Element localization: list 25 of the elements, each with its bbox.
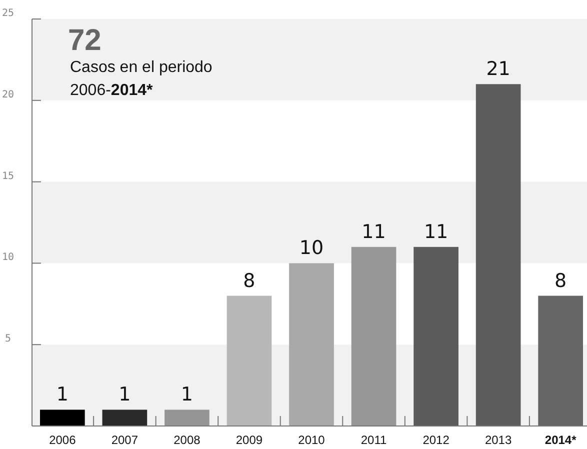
x-tick-label: 2009 (236, 433, 263, 447)
data-label: 1 (56, 384, 68, 406)
data-label: 11 (424, 220, 448, 243)
x-tick-label: 2006 (49, 433, 76, 447)
y-tick-label: 20 (2, 89, 14, 100)
y-tick-label: 25 (2, 8, 14, 19)
x-tick-label: 2010 (298, 433, 326, 447)
x-tick-label: 2012 (422, 433, 450, 447)
data-label: 1 (180, 384, 194, 406)
x-tick-label: 2008 (174, 433, 201, 447)
data-label: 1 (118, 384, 131, 406)
data-label: 21 (486, 58, 510, 80)
x-tick-label: 2014* (544, 433, 577, 447)
data-label: 11 (362, 220, 386, 243)
y-tick-label: 15 (2, 170, 14, 182)
x-tick-label: 2011 (360, 433, 387, 447)
text: Casos en el periodo 2006-2014* (70, 59, 212, 99)
chart-title: 72 (68, 24, 102, 57)
x-tick-label: 2013 (484, 433, 512, 447)
data-label: 8 (243, 270, 256, 292)
x-tick-label: 2007 (111, 433, 138, 447)
y-tick-label: 5 (4, 334, 12, 345)
y-tick-label: 10 (2, 252, 14, 264)
data-label: 8 (554, 270, 567, 292)
data-label: 10 (299, 237, 324, 260)
